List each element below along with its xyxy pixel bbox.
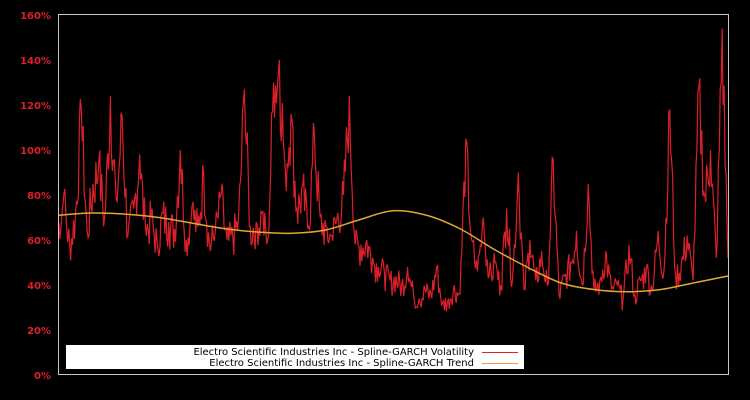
y-tick-label: 60% bbox=[27, 236, 51, 247]
y-tick-label: 80% bbox=[27, 191, 51, 202]
volatility-series-line bbox=[57, 28, 729, 312]
y-tick-label: 160% bbox=[20, 11, 51, 22]
legend-label: Electro Scientific Industries Inc - Spli… bbox=[209, 357, 474, 369]
legend-label: Electro Scientific Industries Inc - Spli… bbox=[193, 346, 474, 358]
legend-item-trend: Electro Scientific Industries Inc - Spli… bbox=[209, 357, 524, 369]
y-tick-label: 20% bbox=[27, 326, 51, 337]
legend-swatch bbox=[482, 362, 518, 364]
y-tick-label: 100% bbox=[20, 146, 51, 157]
y-tick-label: 40% bbox=[27, 281, 51, 292]
legend-item-volatility: Electro Scientific Industries Inc - Spli… bbox=[193, 346, 524, 358]
trend-series-line bbox=[57, 209, 729, 293]
legend-swatch bbox=[482, 351, 518, 353]
plot-frame bbox=[58, 14, 729, 375]
y-tick-label: 140% bbox=[20, 56, 51, 67]
legend: Electro Scientific Industries Inc - Spli… bbox=[66, 345, 524, 369]
y-tick-label: 120% bbox=[20, 101, 51, 112]
y-tick-label: 0% bbox=[34, 371, 51, 382]
y-axis-ticks: 0% 20% 40% 60% 80% 100% 120% 140% 160% bbox=[20, 11, 51, 382]
